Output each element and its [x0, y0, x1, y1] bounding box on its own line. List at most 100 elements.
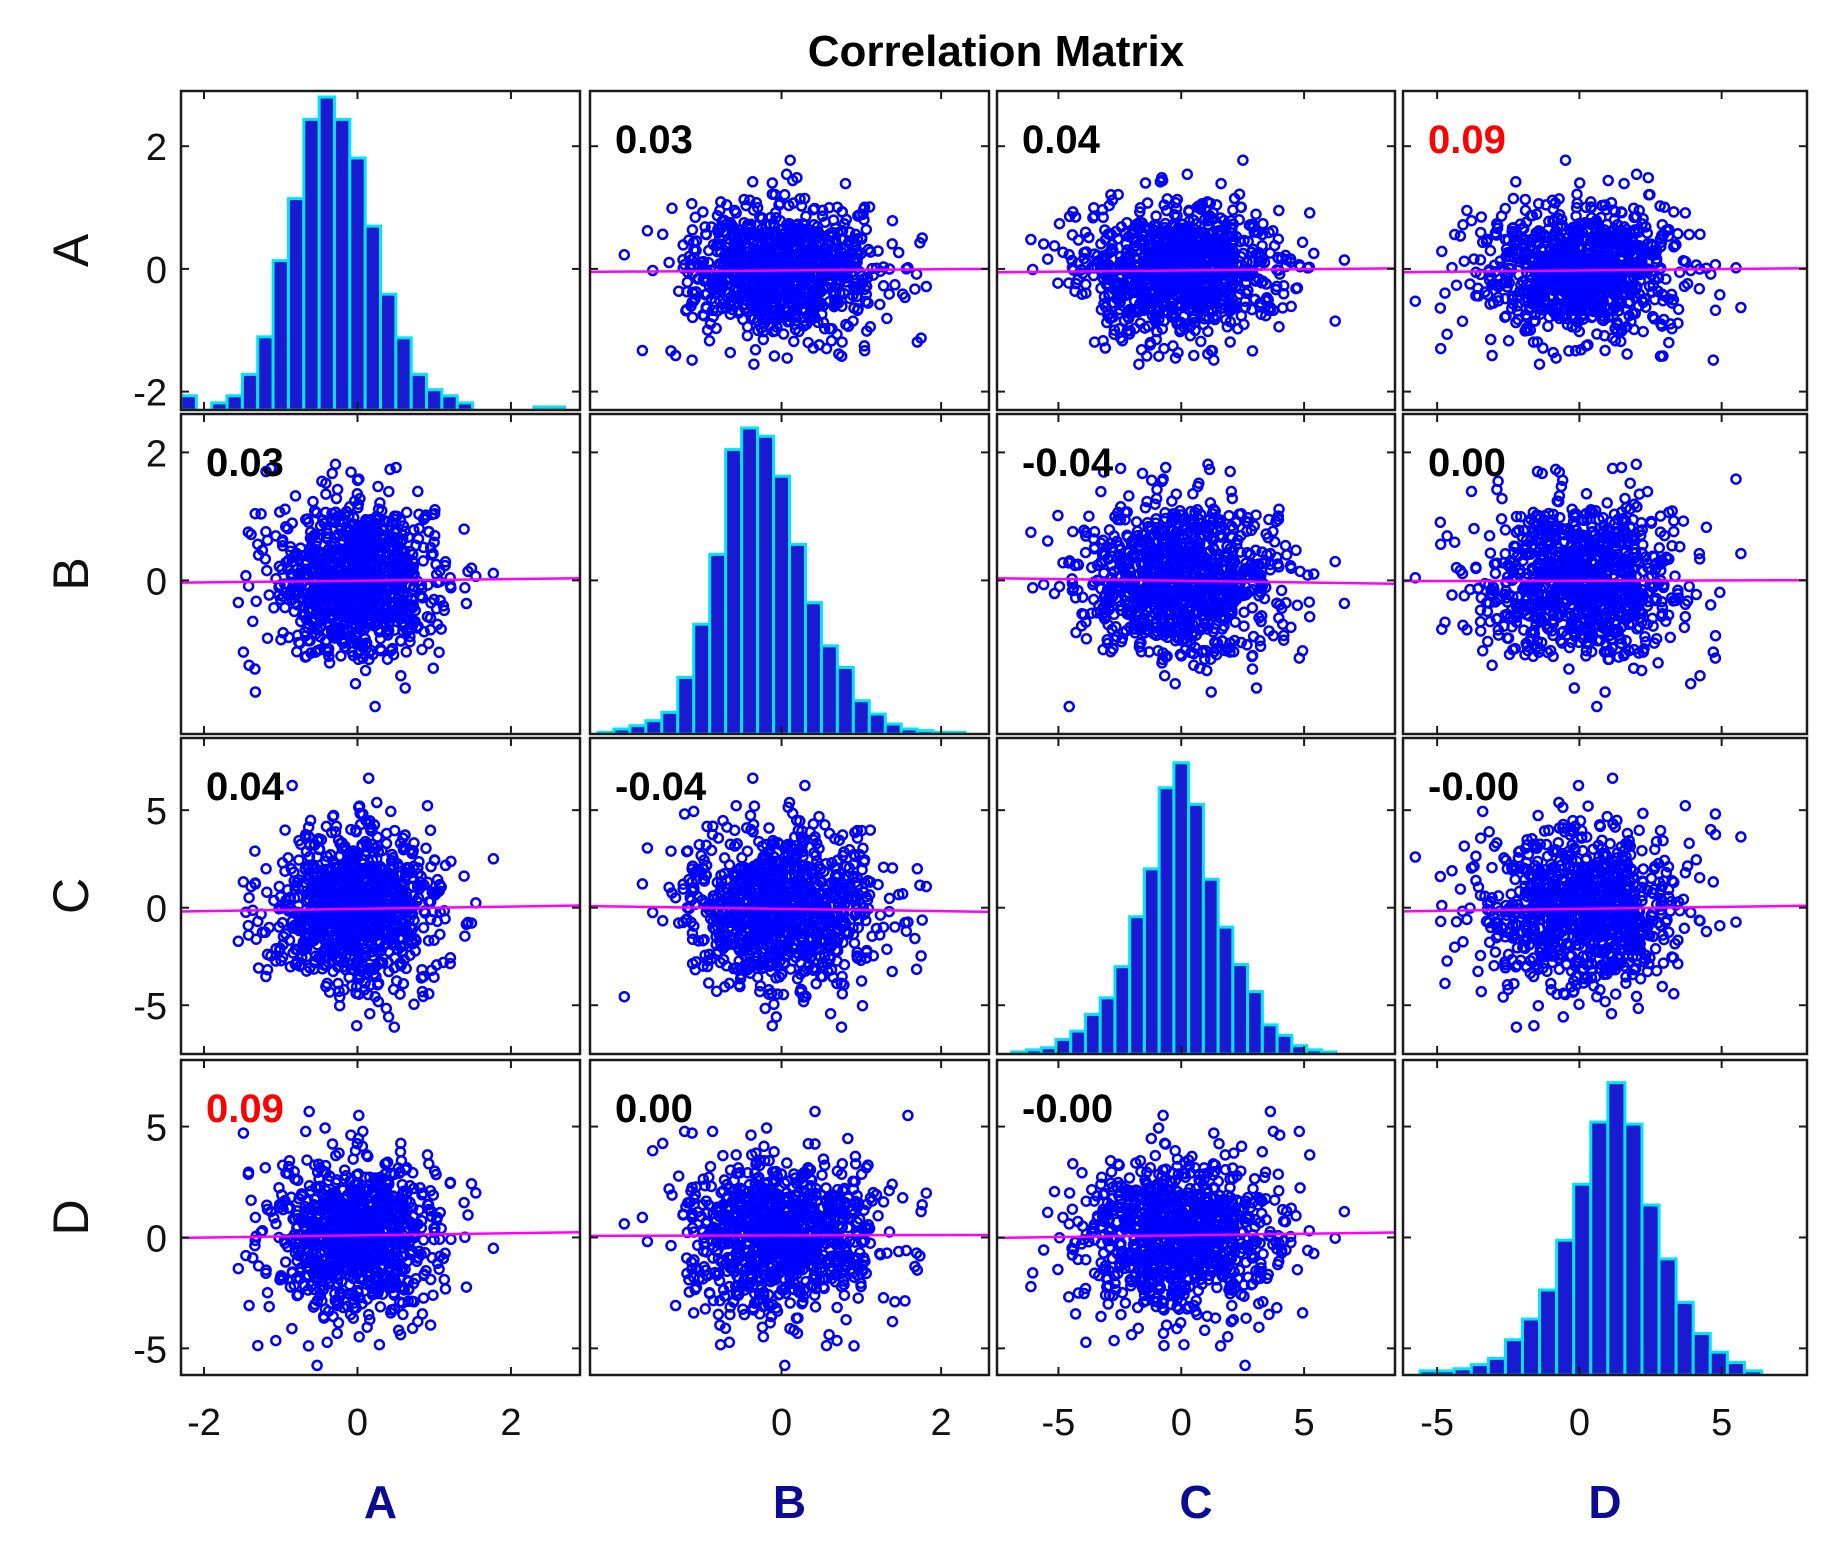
- scatter-point: [1525, 239, 1537, 252]
- scatter-point: [825, 227, 838, 239]
- scatter-point: [1578, 232, 1591, 244]
- scatter-point: [1670, 239, 1682, 251]
- scatter-point: [376, 587, 389, 600]
- scatter-point: [1170, 202, 1183, 215]
- scatter-point: [1193, 202, 1206, 215]
- scatter-point: [817, 300, 829, 312]
- scatter-point: [273, 506, 286, 518]
- scatter-point: [355, 537, 367, 550]
- scatter-point: [282, 522, 294, 535]
- scatter-point: [1514, 256, 1526, 268]
- scatter-point: [299, 626, 311, 638]
- scatter-point: [1210, 648, 1223, 661]
- scatter-point: [666, 202, 678, 215]
- scatter-point: [833, 278, 846, 290]
- panel-A-A: -202: [133, 89, 582, 415]
- scatter-point: [1067, 525, 1079, 538]
- scatter-point: [788, 230, 800, 242]
- histogram-bar-A: [440, 394, 459, 410]
- scatter-point: [372, 480, 384, 493]
- scatter-point: [1540, 199, 1552, 211]
- histogram-bar-B: [883, 722, 903, 734]
- scatter-point: [1545, 300, 1557, 313]
- scatter-point: [383, 485, 395, 498]
- scatter-point: [1272, 558, 1284, 570]
- scatter-point: [1666, 297, 1678, 309]
- scatter-point: [1296, 236, 1309, 249]
- scatter-point: [1210, 285, 1223, 298]
- scatter-point: [816, 210, 829, 222]
- scatter-point: [1075, 620, 1088, 632]
- scatter-point: [886, 214, 899, 227]
- y-tick-label: 2: [146, 433, 167, 475]
- scatter-point: [261, 534, 274, 547]
- scatter-point: [320, 488, 332, 500]
- scatter-point: [1484, 333, 1497, 346]
- scatter-point: [784, 315, 796, 328]
- fit-line: [590, 267, 989, 274]
- scatter-point: [1434, 342, 1447, 355]
- scatter-point: [1097, 466, 1110, 478]
- scatter-point: [1486, 349, 1498, 362]
- scatter-point: [1518, 222, 1530, 235]
- scatter-point: [688, 288, 700, 300]
- scatter-point: [757, 325, 769, 338]
- scatter-point: [1238, 234, 1250, 247]
- scatter-point: [1181, 168, 1194, 181]
- histogram-bar-B: [708, 552, 728, 734]
- scatter-point: [343, 533, 355, 545]
- scatter-point: [1164, 300, 1176, 313]
- scatter-point: [1079, 546, 1092, 559]
- scatter-point: [279, 601, 291, 614]
- scatter-point: [783, 247, 796, 260]
- scatter-point: [762, 310, 774, 322]
- scatter-point: [1115, 282, 1127, 295]
- scatter-point: [1461, 204, 1473, 217]
- histogram-bar-B: [756, 434, 776, 734]
- scatter-point: [1534, 308, 1547, 320]
- scatter-point: [1080, 633, 1093, 645]
- panel-plot-area: [596, 426, 967, 734]
- scatter-point: [1693, 283, 1706, 295]
- scatter-point: [1216, 635, 1228, 647]
- scatter-point: [250, 595, 262, 608]
- scatter-point: [1149, 218, 1161, 231]
- scatter-point: [298, 609, 311, 621]
- scatter-point: [852, 303, 864, 315]
- scatter-point: [1267, 629, 1280, 642]
- scatter-point: [1526, 233, 1538, 245]
- scatter-point: [431, 618, 444, 631]
- scatter-point: [382, 557, 395, 569]
- scatter-point: [881, 312, 893, 325]
- scatter-point: [276, 563, 288, 575]
- scatter-point: [1121, 216, 1133, 229]
- scatter-point: [749, 229, 761, 242]
- correlation-label-A-B: 0.03: [615, 118, 693, 162]
- scatter-point: [1329, 315, 1341, 327]
- scatter-point: [1532, 197, 1545, 210]
- scatter-point: [412, 485, 424, 498]
- scatter-point: [344, 613, 356, 625]
- scatter-point: [915, 332, 927, 344]
- scatter-point: [1510, 176, 1522, 188]
- scatter-point: [459, 582, 471, 594]
- scatter-point: [1585, 218, 1598, 231]
- scatter-point: [832, 297, 845, 309]
- scatter-point: [852, 210, 864, 222]
- scatter-point: [1634, 262, 1647, 274]
- scatter-point: [1158, 300, 1170, 313]
- scatter-point: [1600, 203, 1613, 216]
- scatter-point: [1647, 279, 1660, 292]
- scatter-point: [685, 300, 697, 312]
- scatter-point: [1159, 217, 1172, 230]
- scatter-point: [1053, 217, 1066, 230]
- scatter-point: [1276, 302, 1289, 314]
- scatter-point: [784, 154, 796, 166]
- scatter-point: [1219, 613, 1231, 626]
- scatter-point: [681, 276, 694, 288]
- scatter-point: [1155, 607, 1168, 619]
- scatter-point: [462, 565, 474, 578]
- scatter-point: [243, 659, 255, 672]
- scatter-point: [732, 305, 745, 317]
- scatter-point: [745, 285, 757, 298]
